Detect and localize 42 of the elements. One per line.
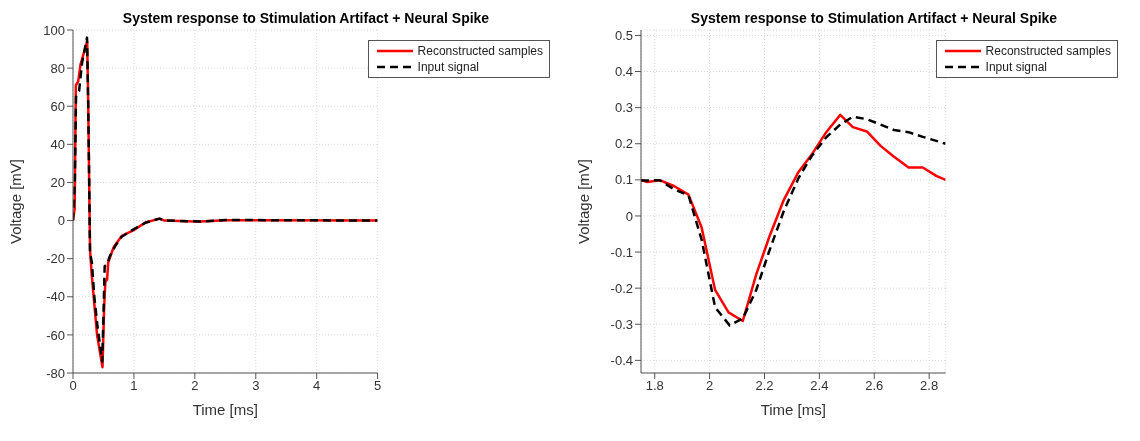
legend-label: Input signal (417, 59, 479, 75)
y-tick-label: -0.2 (610, 280, 633, 296)
y-tick-label: 0.3 (614, 100, 633, 116)
x-tick-label: 2.4 (810, 378, 829, 394)
y-tick-label: -40 (46, 289, 65, 305)
y-tick-label: 20 (50, 175, 65, 191)
y-tick-label: 80 (50, 60, 65, 76)
x-axis-title: Time [ms] (760, 401, 826, 418)
y-tick-label: 0.1 (614, 172, 633, 188)
x-tick-label: 2.2 (755, 378, 774, 394)
chart-title: System response to Stimulation Artifact + Neural Spike (122, 10, 490, 26)
y-tick-label: 100 (43, 22, 65, 38)
y-tick-label: -0.4 (610, 352, 633, 368)
y-tick-label: 40 (50, 136, 65, 152)
y-tick-label: -60 (46, 327, 65, 343)
y-tick-label: 0 (625, 208, 633, 224)
y-tick-label: 0 (57, 213, 65, 229)
y-tick-label: -80 (46, 365, 65, 381)
legend-label: Reconstructed samples (985, 43, 1111, 59)
x-tick-label: 2.8 (920, 378, 939, 394)
x-tick-label: 5 (373, 378, 382, 394)
y-tick-label: 0.5 (614, 28, 633, 44)
y-tick-label: 60 (50, 98, 65, 114)
legend-label: Reconstructed samples (417, 43, 543, 59)
x-tick-label: 2 (191, 378, 199, 394)
y-tick-label: -20 (46, 251, 65, 267)
y-tick-label: -0.1 (610, 244, 633, 260)
y-tick-label: 0.4 (614, 64, 633, 80)
x-tick-label: 1 (130, 378, 138, 394)
chart-title: System response to Stimulation Artifact + Neural Spike (689, 10, 1059, 26)
x-axis-title: Time [ms] (192, 401, 258, 418)
x-tick-label: 1.8 (645, 378, 664, 394)
legend-label: Input signal (985, 59, 1047, 75)
y-tick-label: -0.3 (610, 316, 633, 332)
y-axis-title: Voltage [mV] (7, 158, 25, 245)
x-tick-label: 0 (69, 378, 77, 394)
x-tick-label: 4 (313, 378, 321, 394)
x-tick-label: 2.6 (865, 378, 884, 394)
y-tick-label: 0.2 (614, 136, 633, 152)
x-tick-label: 2 (705, 378, 714, 394)
x-tick-label: 3 (252, 378, 260, 394)
y-axis-title: Voltage [mV] (575, 158, 593, 245)
